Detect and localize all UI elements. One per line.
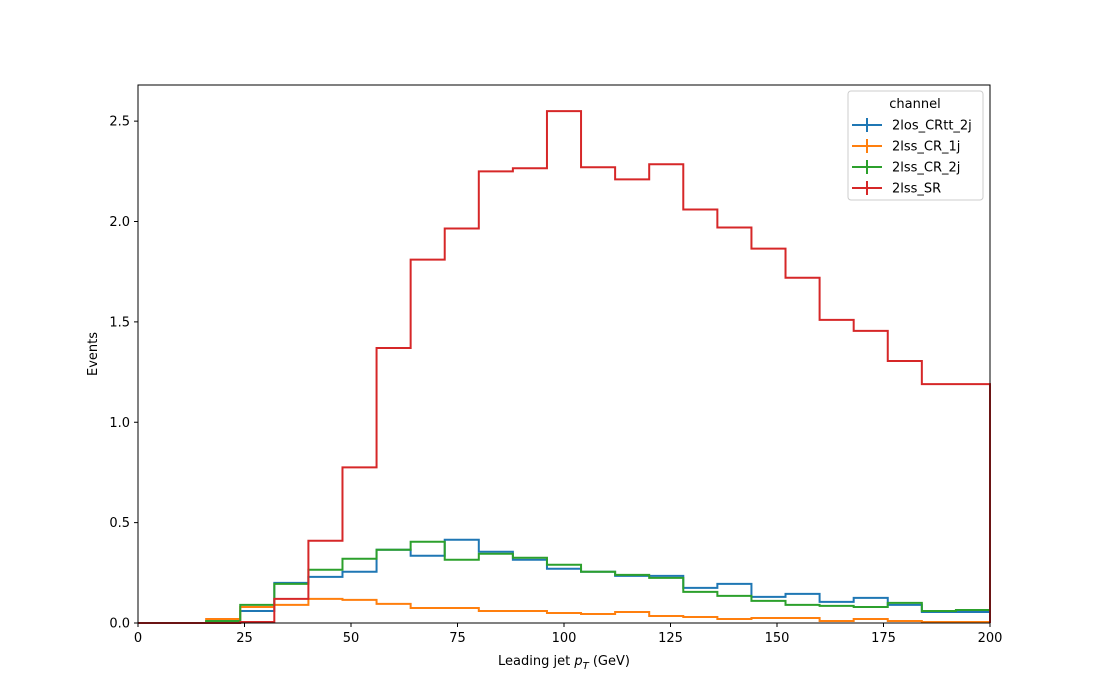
- series-2lss_SR: [138, 110, 991, 624]
- legend-box: [847, 90, 984, 201]
- x-tick-label: 75: [449, 631, 466, 646]
- x-axis: 0 25 50 75 100 125 150 175 200: [134, 623, 1003, 646]
- y-axis-label: Events: [86, 332, 101, 376]
- legend-item-2lss_CR_2j: 2lss_CR_2j: [852, 160, 960, 176]
- x-tick-label: 125: [658, 631, 683, 646]
- y-axis: 0.0 0.5 1.0 1.5 2.0 2.5: [109, 115, 138, 632]
- y-tick-label: 2.5: [109, 115, 130, 130]
- y-tick-label: 1.5: [109, 315, 130, 330]
- x-tick-label: 50: [343, 631, 360, 646]
- x-tick-label: 175: [871, 631, 896, 646]
- legend: channel 2los_CRtt_2j 2lss_CR_1j 2lss_CR_2j…: [847, 90, 984, 201]
- legend-label: 2lss_SR: [892, 182, 941, 197]
- legend-label: 2lss_CR_1j: [892, 140, 960, 155]
- legend-label: 2los_CRtt_2j: [892, 119, 972, 134]
- series-layer: [138, 110, 991, 624]
- y-tick-label: 0.0: [109, 617, 130, 632]
- legend-title: channel: [889, 97, 940, 112]
- legend-item-2los_CRtt_2j: 2los_CRtt_2j: [852, 118, 972, 134]
- x-tick-label: 100: [552, 631, 577, 646]
- y-tick-label: 0.5: [109, 516, 130, 531]
- x-tick-label: 150: [765, 631, 790, 646]
- x-axis-label: Leading jet pT (GeV): [498, 654, 630, 672]
- x-tick-label: 25: [236, 631, 253, 646]
- y-tick-label: 2.0: [109, 215, 130, 230]
- legend-item-2lss_SR: 2lss_SR: [852, 181, 941, 197]
- y-tick-label: 1.0: [109, 416, 130, 431]
- x-tick-label: 200: [978, 631, 1003, 646]
- legend-label: 2lss_CR_2j: [892, 161, 960, 176]
- x-tick-label: 0: [134, 631, 142, 646]
- series-2los_CRtt_2j: [138, 538, 991, 624]
- series-2lss_CR_1j: [138, 597, 991, 624]
- legend-item-2lss_CR_1j: 2lss_CR_1j: [852, 139, 960, 155]
